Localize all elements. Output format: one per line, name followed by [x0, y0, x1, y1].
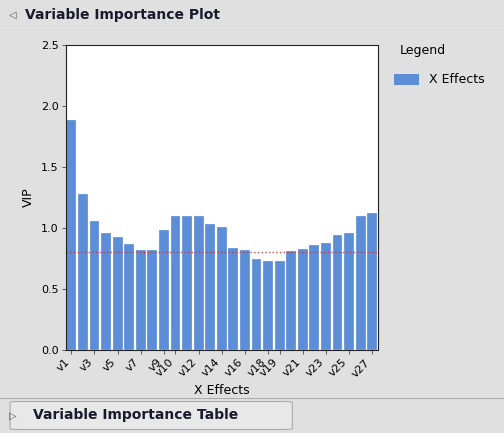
Bar: [194, 216, 204, 350]
Bar: [344, 233, 354, 350]
Bar: [286, 251, 296, 350]
Bar: [275, 261, 285, 350]
FancyBboxPatch shape: [10, 401, 292, 430]
Bar: [367, 213, 377, 350]
Bar: [124, 244, 134, 350]
Text: Legend: Legend: [400, 44, 446, 57]
Text: ◁: ◁: [9, 10, 17, 20]
Bar: [251, 259, 262, 350]
Bar: [78, 194, 88, 350]
Bar: [298, 249, 307, 350]
Text: Variable Importance Plot: Variable Importance Plot: [25, 8, 220, 22]
Bar: [228, 248, 238, 350]
Legend: X Effects: X Effects: [389, 68, 490, 91]
Bar: [356, 216, 365, 350]
Bar: [67, 120, 76, 350]
Bar: [113, 236, 122, 350]
Y-axis label: VIP: VIP: [22, 187, 35, 207]
Text: ▷: ▷: [9, 410, 17, 420]
X-axis label: X Effects: X Effects: [194, 385, 249, 397]
Bar: [263, 261, 273, 350]
Bar: [136, 250, 146, 350]
Bar: [309, 245, 319, 350]
Bar: [170, 216, 180, 350]
Bar: [159, 230, 169, 350]
Bar: [333, 235, 342, 350]
Bar: [101, 233, 111, 350]
Bar: [182, 216, 192, 350]
Bar: [90, 221, 99, 350]
Bar: [321, 242, 331, 350]
Bar: [217, 227, 227, 350]
Text: Variable Importance Table: Variable Importance Table: [33, 408, 238, 423]
Bar: [147, 250, 157, 350]
Bar: [240, 250, 250, 350]
Bar: [205, 224, 215, 350]
